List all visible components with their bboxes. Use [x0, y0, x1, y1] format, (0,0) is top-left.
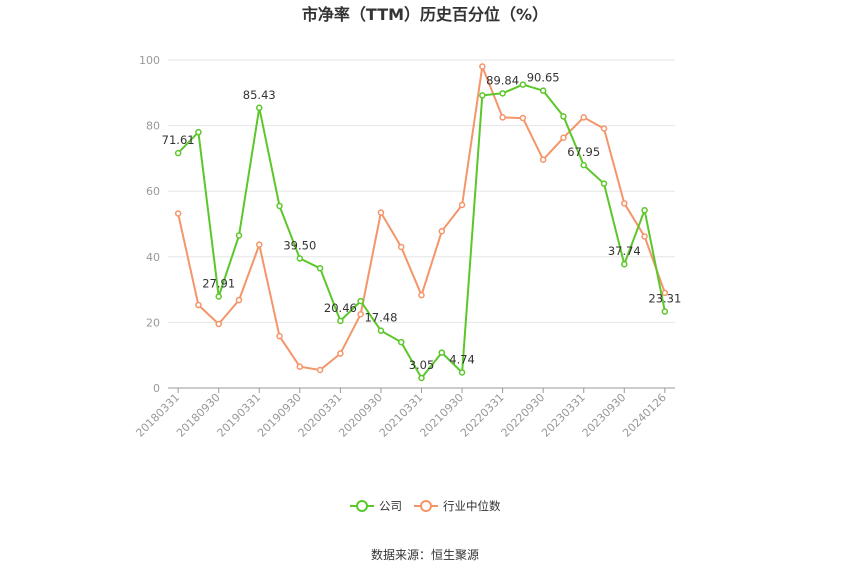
data-point[interactable]: [276, 332, 283, 340]
data-point[interactable]: [357, 310, 364, 318]
data-point[interactable]: [641, 233, 648, 240]
data-point[interactable]: [397, 243, 405, 251]
legend[interactable]: 公司 行业中位数: [350, 499, 501, 513]
data-point[interactable]: [235, 296, 243, 304]
data-label: 23.31: [648, 292, 681, 306]
y-tick-label: 20: [146, 316, 160, 329]
data-point[interactable]: [397, 338, 405, 346]
x-tick-label: 20240126: [620, 391, 669, 440]
data-point[interactable]: [256, 104, 263, 112]
data-point[interactable]: [580, 161, 587, 169]
data-point[interactable]: [195, 128, 202, 136]
y-axis: 0 20 40 60 80 100: [139, 54, 160, 395]
y-tick-label: 0: [153, 382, 160, 395]
y-tick-label: 40: [146, 251, 160, 264]
source-note: 数据来源：恒生聚源: [371, 547, 479, 562]
series-layer: [174, 63, 669, 382]
data-point[interactable]: [296, 363, 304, 370]
data-label: 89.84: [486, 73, 519, 87]
data-point[interactable]: [215, 293, 222, 300]
data-label: 90.65: [527, 71, 560, 85]
data-label: 67.95: [567, 145, 600, 159]
data-point[interactable]: [499, 90, 506, 97]
x-axis: 2018033120180930201903312019093020200331…: [133, 387, 675, 440]
data-point[interactable]: [560, 134, 567, 141]
data-point[interactable]: [195, 301, 202, 309]
chart-title: 市净率（TTM）历史百分位（%）: [302, 5, 548, 24]
data-point[interactable]: [458, 201, 466, 209]
data-point[interactable]: [580, 114, 587, 121]
data-point[interactable]: [377, 209, 385, 216]
data-point[interactable]: [539, 87, 547, 94]
data-label: 27.91: [202, 276, 235, 290]
data-point[interactable]: [174, 149, 182, 157]
data-label: 85.43: [243, 88, 276, 102]
data-point[interactable]: [438, 227, 446, 235]
data-point[interactable]: [357, 297, 364, 305]
data-point[interactable]: [337, 350, 344, 357]
data-point[interactable]: [621, 200, 628, 207]
data-point[interactable]: [235, 232, 243, 239]
data-point[interactable]: [215, 320, 222, 328]
legend-label: 行业中位数: [443, 499, 501, 513]
data-label: 37.74: [608, 244, 641, 258]
series-line-industry-median: [177, 65, 666, 371]
y-tick-label: 100: [139, 54, 160, 67]
data-point[interactable]: [519, 114, 527, 122]
data-label: 4.74: [449, 352, 475, 366]
data-point[interactable]: [661, 289, 669, 297]
y-tick-label: 80: [146, 120, 160, 133]
data-point[interactable]: [560, 113, 567, 120]
data-point[interactable]: [641, 206, 648, 214]
series-line-company: [177, 83, 666, 379]
data-point[interactable]: [438, 349, 446, 356]
data-point[interactable]: [256, 241, 263, 248]
legend-item-company[interactable]: 公司: [350, 499, 402, 513]
data-point[interactable]: [600, 125, 608, 132]
data-point[interactable]: [377, 327, 385, 334]
legend-label: 公司: [379, 499, 402, 513]
data-point[interactable]: [276, 202, 283, 210]
data-labels: 71.61 27.91 85.43 39.50 20.46 17.48 3.05 4.74 89…: [162, 71, 682, 372]
legend-marker: [420, 500, 432, 512]
data-label: 71.61: [162, 133, 195, 147]
grid: [168, 59, 675, 323]
data-point[interactable]: [661, 308, 669, 315]
data-point[interactable]: [458, 369, 466, 376]
data-point[interactable]: [418, 291, 425, 299]
data-point[interactable]: [479, 92, 486, 99]
data-point[interactable]: [296, 255, 304, 262]
data-point[interactable]: [519, 81, 527, 88]
legend-item-industry-median[interactable]: 行业中位数: [414, 499, 501, 513]
legend-marker: [356, 500, 368, 512]
data-point[interactable]: [337, 317, 344, 325]
data-label: 17.48: [364, 311, 397, 325]
data-point[interactable]: [499, 114, 506, 121]
data-label: 39.50: [283, 238, 316, 252]
data-point[interactable]: [479, 63, 486, 70]
data-point[interactable]: [316, 265, 324, 272]
data-label: 20.46: [324, 301, 357, 315]
data-label: 3.05: [409, 358, 435, 372]
data-point[interactable]: [539, 156, 547, 163]
data-point[interactable]: [418, 374, 425, 382]
data-point[interactable]: [316, 366, 324, 374]
data-point[interactable]: [621, 260, 628, 268]
data-point[interactable]: [600, 180, 608, 187]
data-point[interactable]: [174, 210, 182, 217]
y-tick-label: 60: [146, 185, 160, 198]
